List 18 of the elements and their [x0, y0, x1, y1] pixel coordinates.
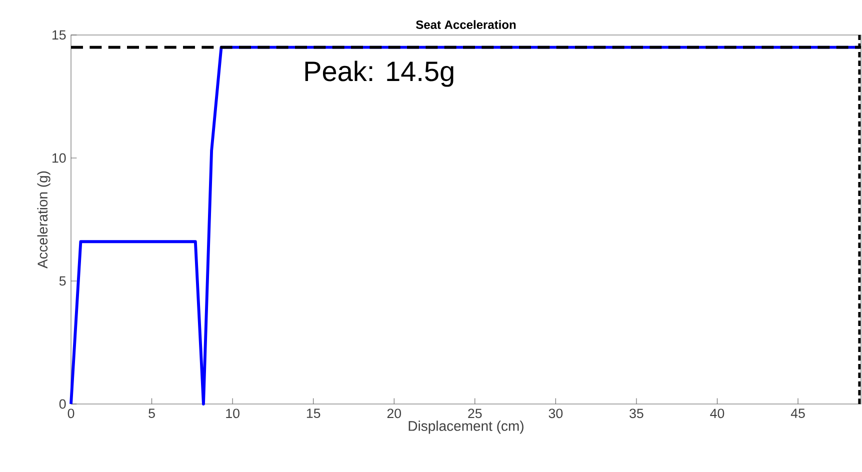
x-tick-label: 10: [226, 408, 240, 418]
x-tick-label: 5: [148, 408, 155, 418]
y-axis-title: Acceleration (g): [37, 171, 50, 268]
x-tick-label: 15: [306, 408, 320, 418]
x-tick-label: 40: [710, 408, 724, 418]
x-tick-label: 45: [790, 408, 805, 418]
x-axis-title: Displacement (cm): [408, 420, 524, 434]
x-tick-label: 35: [630, 408, 644, 418]
x-tick-label: 0: [68, 408, 74, 418]
x-tick-label: 20: [387, 408, 402, 418]
y-tick-label: 15: [52, 30, 66, 40]
y-tick-label: 5: [59, 276, 66, 286]
chart-title: Seat Acceleration: [416, 20, 516, 29]
y-tick-label: 0: [59, 399, 66, 409]
x-tick-label: 25: [468, 408, 482, 418]
y-tick-label: 10: [52, 153, 66, 163]
x-tick-label: 30: [548, 408, 563, 418]
annotation: Peak: 14.5g: [305, 60, 454, 87]
